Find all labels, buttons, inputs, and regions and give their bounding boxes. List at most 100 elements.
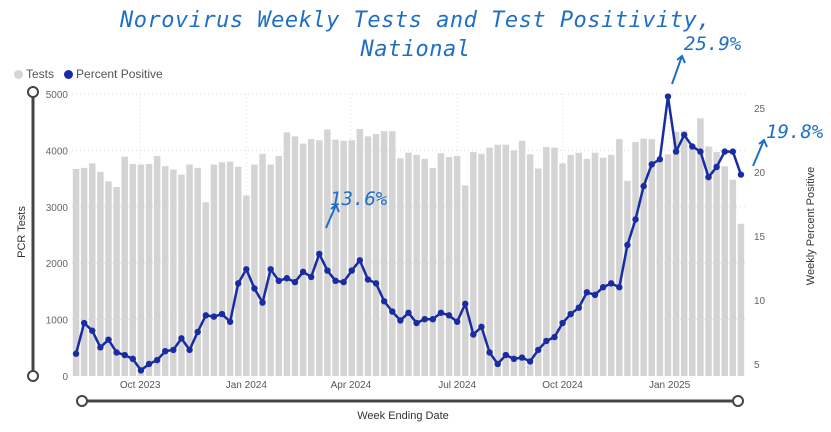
bar-tests[interactable] [259,153,266,376]
point-percent-positive[interactable] [162,347,169,355]
bar-tests[interactable] [299,143,307,376]
bar-tests[interactable] [470,152,477,376]
point-percent-positive[interactable] [340,278,347,286]
point-percent-positive[interactable] [235,280,242,287]
point-percent-positive[interactable] [518,354,526,361]
point-percent-positive[interactable] [640,182,647,190]
point-percent-positive[interactable] [405,309,412,316]
point-percent-positive[interactable] [567,310,574,318]
point-percent-positive[interactable] [591,291,599,299]
bar-tests[interactable] [145,163,153,376]
point-percent-positive[interactable] [194,328,201,336]
point-percent-positive[interactable] [632,216,639,223]
bar-tests[interactable] [372,134,380,376]
bar-tests[interactable] [616,139,623,376]
point-percent-positive[interactable] [624,241,631,249]
bar-tests[interactable] [478,153,485,376]
point-percent-positive[interactable] [364,276,372,283]
point-percent-positive[interactable] [494,360,501,368]
bar-tests[interactable] [607,154,615,376]
bar-tests[interactable] [178,174,185,376]
point-percent-positive[interactable] [251,285,258,292]
point-percent-positive[interactable] [145,360,153,368]
bar-tests[interactable] [80,167,88,376]
bar-tests[interactable] [137,164,145,377]
point-percent-positive[interactable] [202,312,209,319]
point-percent-positive[interactable] [713,163,720,171]
bar-tests[interactable] [210,164,218,377]
bar-tests[interactable] [453,156,461,376]
point-percent-positive[interactable] [283,275,291,282]
point-percent-positive[interactable] [656,156,664,163]
bar-tests[interactable] [226,161,234,376]
point-percent-positive[interactable] [307,273,315,281]
bar-tests[interactable] [502,144,510,376]
bar-tests[interactable] [664,154,672,376]
point-percent-positive[interactable] [299,268,307,276]
point-percent-positive[interactable] [170,346,177,354]
point-percent-positive[interactable] [113,349,120,356]
point-percent-positive[interactable] [689,143,696,150]
bar-tests[interactable] [194,167,201,376]
point-percent-positive[interactable] [413,319,420,327]
bar-tests[interactable] [526,154,534,376]
bar-tests[interactable] [113,187,120,376]
bar-tests[interactable] [680,130,688,376]
point-percent-positive[interactable] [275,277,282,285]
point-percent-positive[interactable] [324,267,331,274]
point-percent-positive[interactable] [121,351,128,359]
bar-tests[interactable] [575,152,583,376]
point-percent-positive[interactable] [348,267,355,274]
bar-tests[interactable] [283,132,291,376]
point-percent-positive[interactable] [608,280,615,287]
point-percent-positive[interactable] [332,277,339,285]
point-percent-positive[interactable] [729,148,737,155]
bar-tests[interactable] [445,157,453,376]
point-percent-positive[interactable] [129,355,137,363]
point-percent-positive[interactable] [551,333,558,341]
point-percent-positive[interactable] [664,93,672,100]
bar-tests[interactable] [275,156,283,376]
bar-tests[interactable] [518,140,526,376]
point-percent-positive[interactable] [372,280,380,287]
bar-tests[interactable] [632,141,639,376]
bar-tests[interactable] [429,167,437,376]
bar-tests[interactable] [551,147,558,376]
y-slider-handle-top[interactable] [27,86,39,98]
point-percent-positive[interactable] [316,250,323,258]
x-slider-handle-left[interactable] [76,395,88,407]
bar-tests[interactable] [624,180,631,376]
bar-tests[interactable] [437,153,445,376]
point-percent-positive[interactable] [445,312,453,319]
bar-tests[interactable] [713,152,720,376]
bar-tests[interactable] [105,181,112,376]
point-percent-positive[interactable] [510,355,518,363]
point-percent-positive[interactable] [105,336,112,343]
bar-tests[interactable] [97,171,104,376]
bar-tests[interactable] [413,154,420,376]
bar-tests[interactable] [486,147,493,376]
bar-tests[interactable] [648,139,655,376]
point-percent-positive[interactable] [380,298,388,305]
bar-tests[interactable] [291,136,299,376]
point-percent-positive[interactable] [680,131,688,139]
point-percent-positive[interactable] [705,173,712,181]
point-percent-positive[interactable] [80,319,88,327]
point-percent-positive[interactable] [267,266,274,273]
x-slider-handle-right[interactable] [732,395,744,407]
bar-tests[interactable] [721,166,728,376]
bar-tests[interactable] [729,179,737,376]
point-percent-positive[interactable] [453,318,461,325]
point-percent-positive[interactable] [243,266,250,273]
point-percent-positive[interactable] [672,148,680,155]
bar-tests[interactable] [340,140,347,376]
bar-tests[interactable] [737,223,745,376]
point-percent-positive[interactable] [186,346,193,354]
bar-tests[interactable] [364,136,372,376]
bar-tests[interactable] [397,158,404,376]
bar-tests[interactable] [462,185,469,376]
bar-tests[interactable] [559,163,566,376]
bar-tests[interactable] [640,138,647,376]
point-percent-positive[interactable] [697,148,704,155]
point-percent-positive[interactable] [543,337,550,345]
